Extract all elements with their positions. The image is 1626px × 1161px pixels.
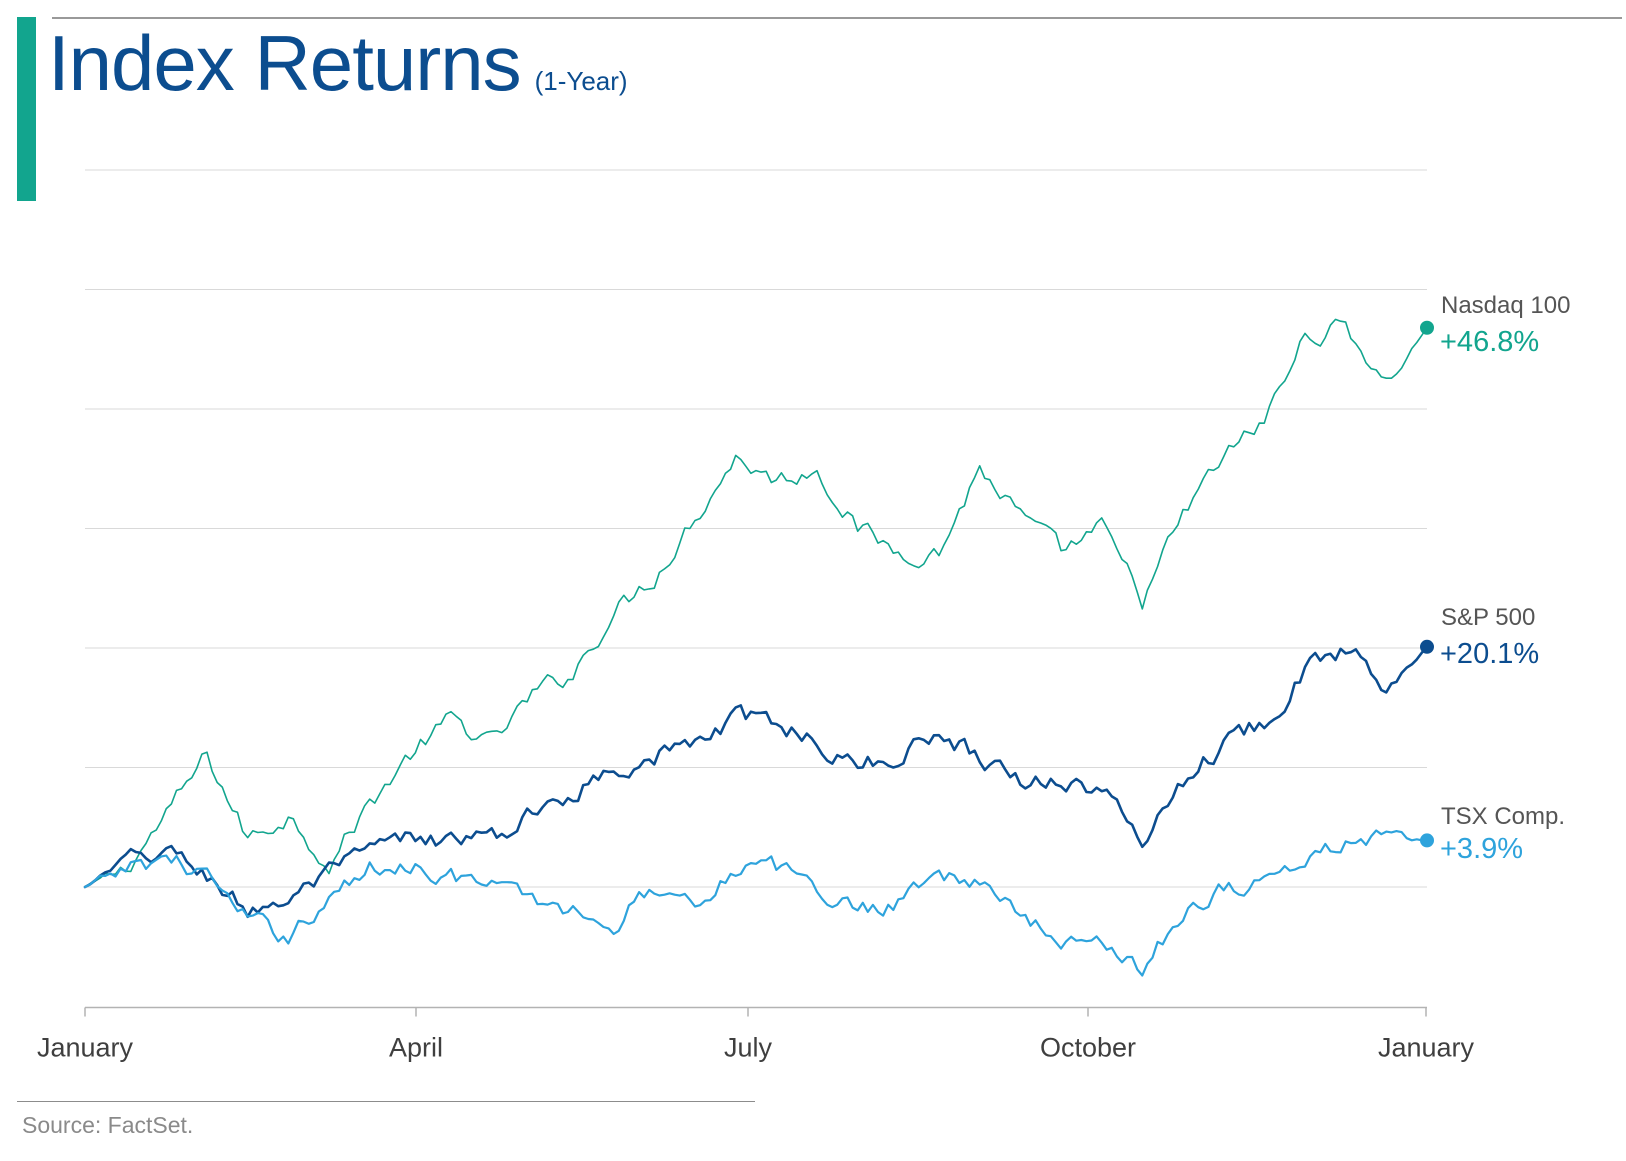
chart-title: Index Returns (48, 19, 522, 107)
x-tick-label: April (389, 1033, 443, 1063)
series-value-label: +46.8% (1440, 326, 1539, 358)
series-end-marker (1420, 833, 1434, 848)
x-tick-label: October (1040, 1033, 1136, 1063)
x-axis: January April July October January (37, 1006, 1475, 1063)
series-lines (83, 318, 1429, 977)
source-rule (17, 1101, 755, 1102)
series-line (83, 645, 1429, 919)
series-end-marker (1420, 639, 1434, 654)
series-name-label: TSX Comp. (1441, 803, 1565, 830)
chart-subtitle: (1-Year) (534, 66, 628, 96)
gridlines (85, 169, 1427, 888)
series-name-label: Nasdaq 100 (1441, 292, 1570, 319)
series-end-labels: Nasdaq 100 +46.8% S&P 500 +20.1% TSX Comp. +3… (1420, 292, 1570, 865)
source-note: Source: FactSet. (22, 1112, 194, 1138)
x-tick-label: January (1378, 1033, 1475, 1063)
series-line (83, 829, 1429, 977)
series-value-label: +3.9% (1440, 833, 1523, 865)
series-name-label: S&P 500 (1441, 604, 1535, 631)
top-rule (52, 17, 1622, 19)
x-tick-label: July (724, 1033, 773, 1063)
series-end-marker (1420, 320, 1434, 335)
series-line (84, 318, 1428, 888)
x-tick-label: January (37, 1033, 134, 1063)
chart-title-block: Index Returns (1-Year) (48, 18, 628, 109)
title-accent-bar (17, 17, 36, 201)
series-value-label: +20.1% (1440, 638, 1539, 670)
